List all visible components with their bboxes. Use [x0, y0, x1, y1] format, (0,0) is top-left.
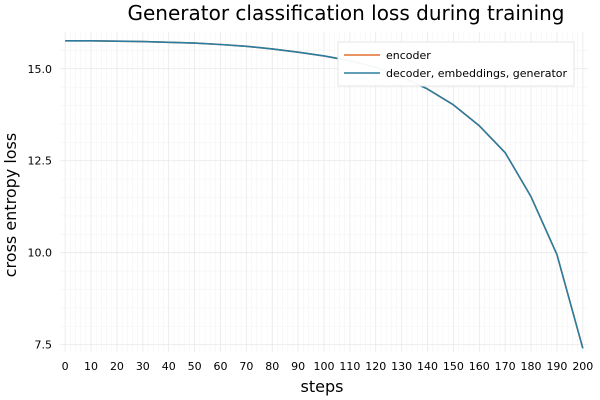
legend-box — [337, 41, 575, 87]
x-tick-label: 130 — [391, 360, 412, 373]
series-layer — [65, 40, 584, 349]
y-tick-label: 12.5 — [28, 155, 53, 168]
x-tick-label: 180 — [521, 360, 542, 373]
x-tick-label: 190 — [546, 360, 567, 373]
x-tick-label: 30 — [136, 360, 150, 373]
legend-label-decoder: decoder, embeddings, generator — [386, 67, 568, 80]
x-tick-label: 100 — [314, 360, 335, 373]
x-tick-label: 10 — [84, 360, 98, 373]
series-line-decoder — [65, 40, 584, 349]
x-tick-label: 110 — [339, 360, 360, 373]
x-tick-label: 20 — [110, 360, 124, 373]
legend: encoder decoder, embeddings, generator — [337, 41, 575, 87]
x-tick-label: 70 — [239, 360, 253, 373]
chart-title: Generator classification loss during tra… — [128, 1, 565, 25]
y-tick-label: 10.0 — [28, 247, 53, 260]
y-tick-label: 7.5 — [35, 339, 53, 352]
x-tick-label: 170 — [495, 360, 516, 373]
x-tick-label: 150 — [443, 360, 464, 373]
x-tick-label: 0 — [62, 360, 69, 373]
y-axis-label: cross entropy loss — [1, 133, 20, 277]
x-tick-label: 90 — [291, 360, 305, 373]
x-tick-label: 60 — [213, 360, 227, 373]
tick-labels: 0 10 20 30 40 50 60 70 80 90 100 110 120 130 140 150 160… — [28, 63, 594, 373]
x-tick-label: 160 — [469, 360, 490, 373]
x-tick-label: 40 — [162, 360, 176, 373]
x-tick-label: 120 — [365, 360, 386, 373]
y-tick-label: 15.0 — [28, 63, 53, 76]
x-tick-label: 50 — [188, 360, 202, 373]
x-axis-label: steps — [301, 377, 344, 396]
x-tick-label: 140 — [417, 360, 438, 373]
legend-label-encoder: encoder — [386, 49, 431, 62]
x-tick-label: 200 — [572, 360, 593, 373]
x-tick-label: 80 — [265, 360, 279, 373]
